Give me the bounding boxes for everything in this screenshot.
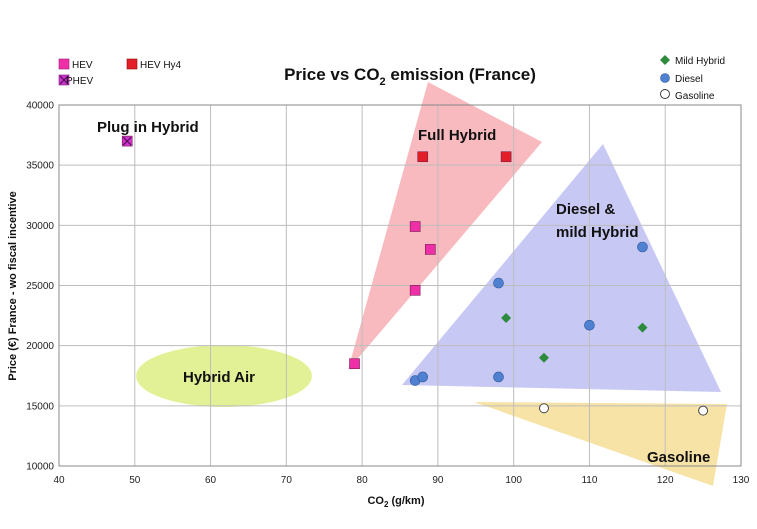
y-tick-label: 30000 xyxy=(26,221,54,232)
legend-hev-label: HEV xyxy=(72,60,93,71)
legend-hev-swatch xyxy=(58,58,70,70)
gasoline-region xyxy=(474,402,727,486)
y-axis-label: Price (€) France - wo fiscal incentive xyxy=(7,191,19,381)
y-tick-label: 10000 xyxy=(26,462,54,473)
mild-hybrid-label: mild Hybrid xyxy=(556,224,639,241)
legend-phev-cross xyxy=(59,75,69,85)
legend-phev-label: PHEV xyxy=(66,76,94,87)
legend-right: Mild Hybrid Diesel Gasoline xyxy=(660,55,725,102)
y-tick-label: 35000 xyxy=(26,161,54,172)
x-axis-ticks: 40 50 60 70 80 90 100 110 120 130 xyxy=(53,475,749,486)
diesel-label: Diesel & xyxy=(556,201,615,218)
x-tick-label: 70 xyxy=(281,475,293,486)
plot-frame xyxy=(58,104,742,467)
mild-hybrid-point xyxy=(538,352,549,363)
y-tick-label: 25000 xyxy=(26,281,54,292)
legend-hev-hy4-label: HEV Hy4 xyxy=(140,60,182,71)
y-tick-label: 20000 xyxy=(26,341,54,352)
hev-point xyxy=(409,221,421,232)
diesel-point xyxy=(584,319,595,331)
phev-point-cross xyxy=(122,136,132,146)
x-tick-label: 100 xyxy=(505,475,522,486)
y-axis-ticks: 10000 15000 20000 25000 30000 35000 40000 xyxy=(26,101,54,473)
gasoline-label: Gasoline xyxy=(647,449,710,466)
hybrid-air-label: Hybrid Air xyxy=(183,369,255,386)
grid xyxy=(58,104,742,467)
full-hybrid-label: Full Hybrid xyxy=(418,127,496,144)
data-points xyxy=(121,135,709,416)
x-axis-label: CO2 (g/km) xyxy=(367,495,424,509)
gasoline-point xyxy=(538,403,549,414)
x-tick-label: 120 xyxy=(657,475,674,486)
hev-hy4-point xyxy=(500,151,512,163)
hybrid-air-region xyxy=(136,345,312,407)
legend-gasoline-label: Gasoline xyxy=(675,91,715,102)
mild-hybrid-point xyxy=(637,322,648,333)
legend-diesel-swatch xyxy=(660,73,670,83)
legend-hev-hy4-swatch xyxy=(126,58,138,70)
hev-point xyxy=(349,358,360,370)
plug-in-hybrid-label: Plug in Hybrid xyxy=(97,119,199,136)
y-tick-label: 15000 xyxy=(26,401,54,412)
x-tick-label: 40 xyxy=(53,475,65,486)
x-tick-label: 110 xyxy=(581,475,597,486)
x-tick-label: 80 xyxy=(357,475,369,486)
full-hybrid-region xyxy=(348,82,542,370)
legend-left: HEV PHEV HEV Hy4 xyxy=(58,58,182,87)
chart-title: Price vs CO2 emission (France) xyxy=(284,65,536,88)
x-tick-label: 50 xyxy=(129,475,141,486)
hev-point xyxy=(425,244,436,255)
legend-gasoline-swatch xyxy=(660,89,670,99)
legend-mild-hybrid-label: Mild Hybrid xyxy=(675,56,725,67)
diesel-point xyxy=(493,277,504,289)
y-tick-label: 40000 xyxy=(26,101,54,112)
mild-hybrid-point xyxy=(501,312,512,323)
x-tick-label: 60 xyxy=(205,475,217,486)
diesel-point xyxy=(417,371,429,383)
diesel-point xyxy=(637,241,648,253)
legend-mild-hybrid-swatch xyxy=(660,55,670,65)
hev-point xyxy=(409,285,421,296)
hev-hy4-point xyxy=(417,151,429,163)
gasoline-point xyxy=(698,405,709,416)
x-tick-label: 90 xyxy=(432,475,444,486)
legend-diesel-label: Diesel xyxy=(675,74,703,85)
diesel-point xyxy=(493,371,504,383)
x-tick-label: 130 xyxy=(733,475,750,486)
